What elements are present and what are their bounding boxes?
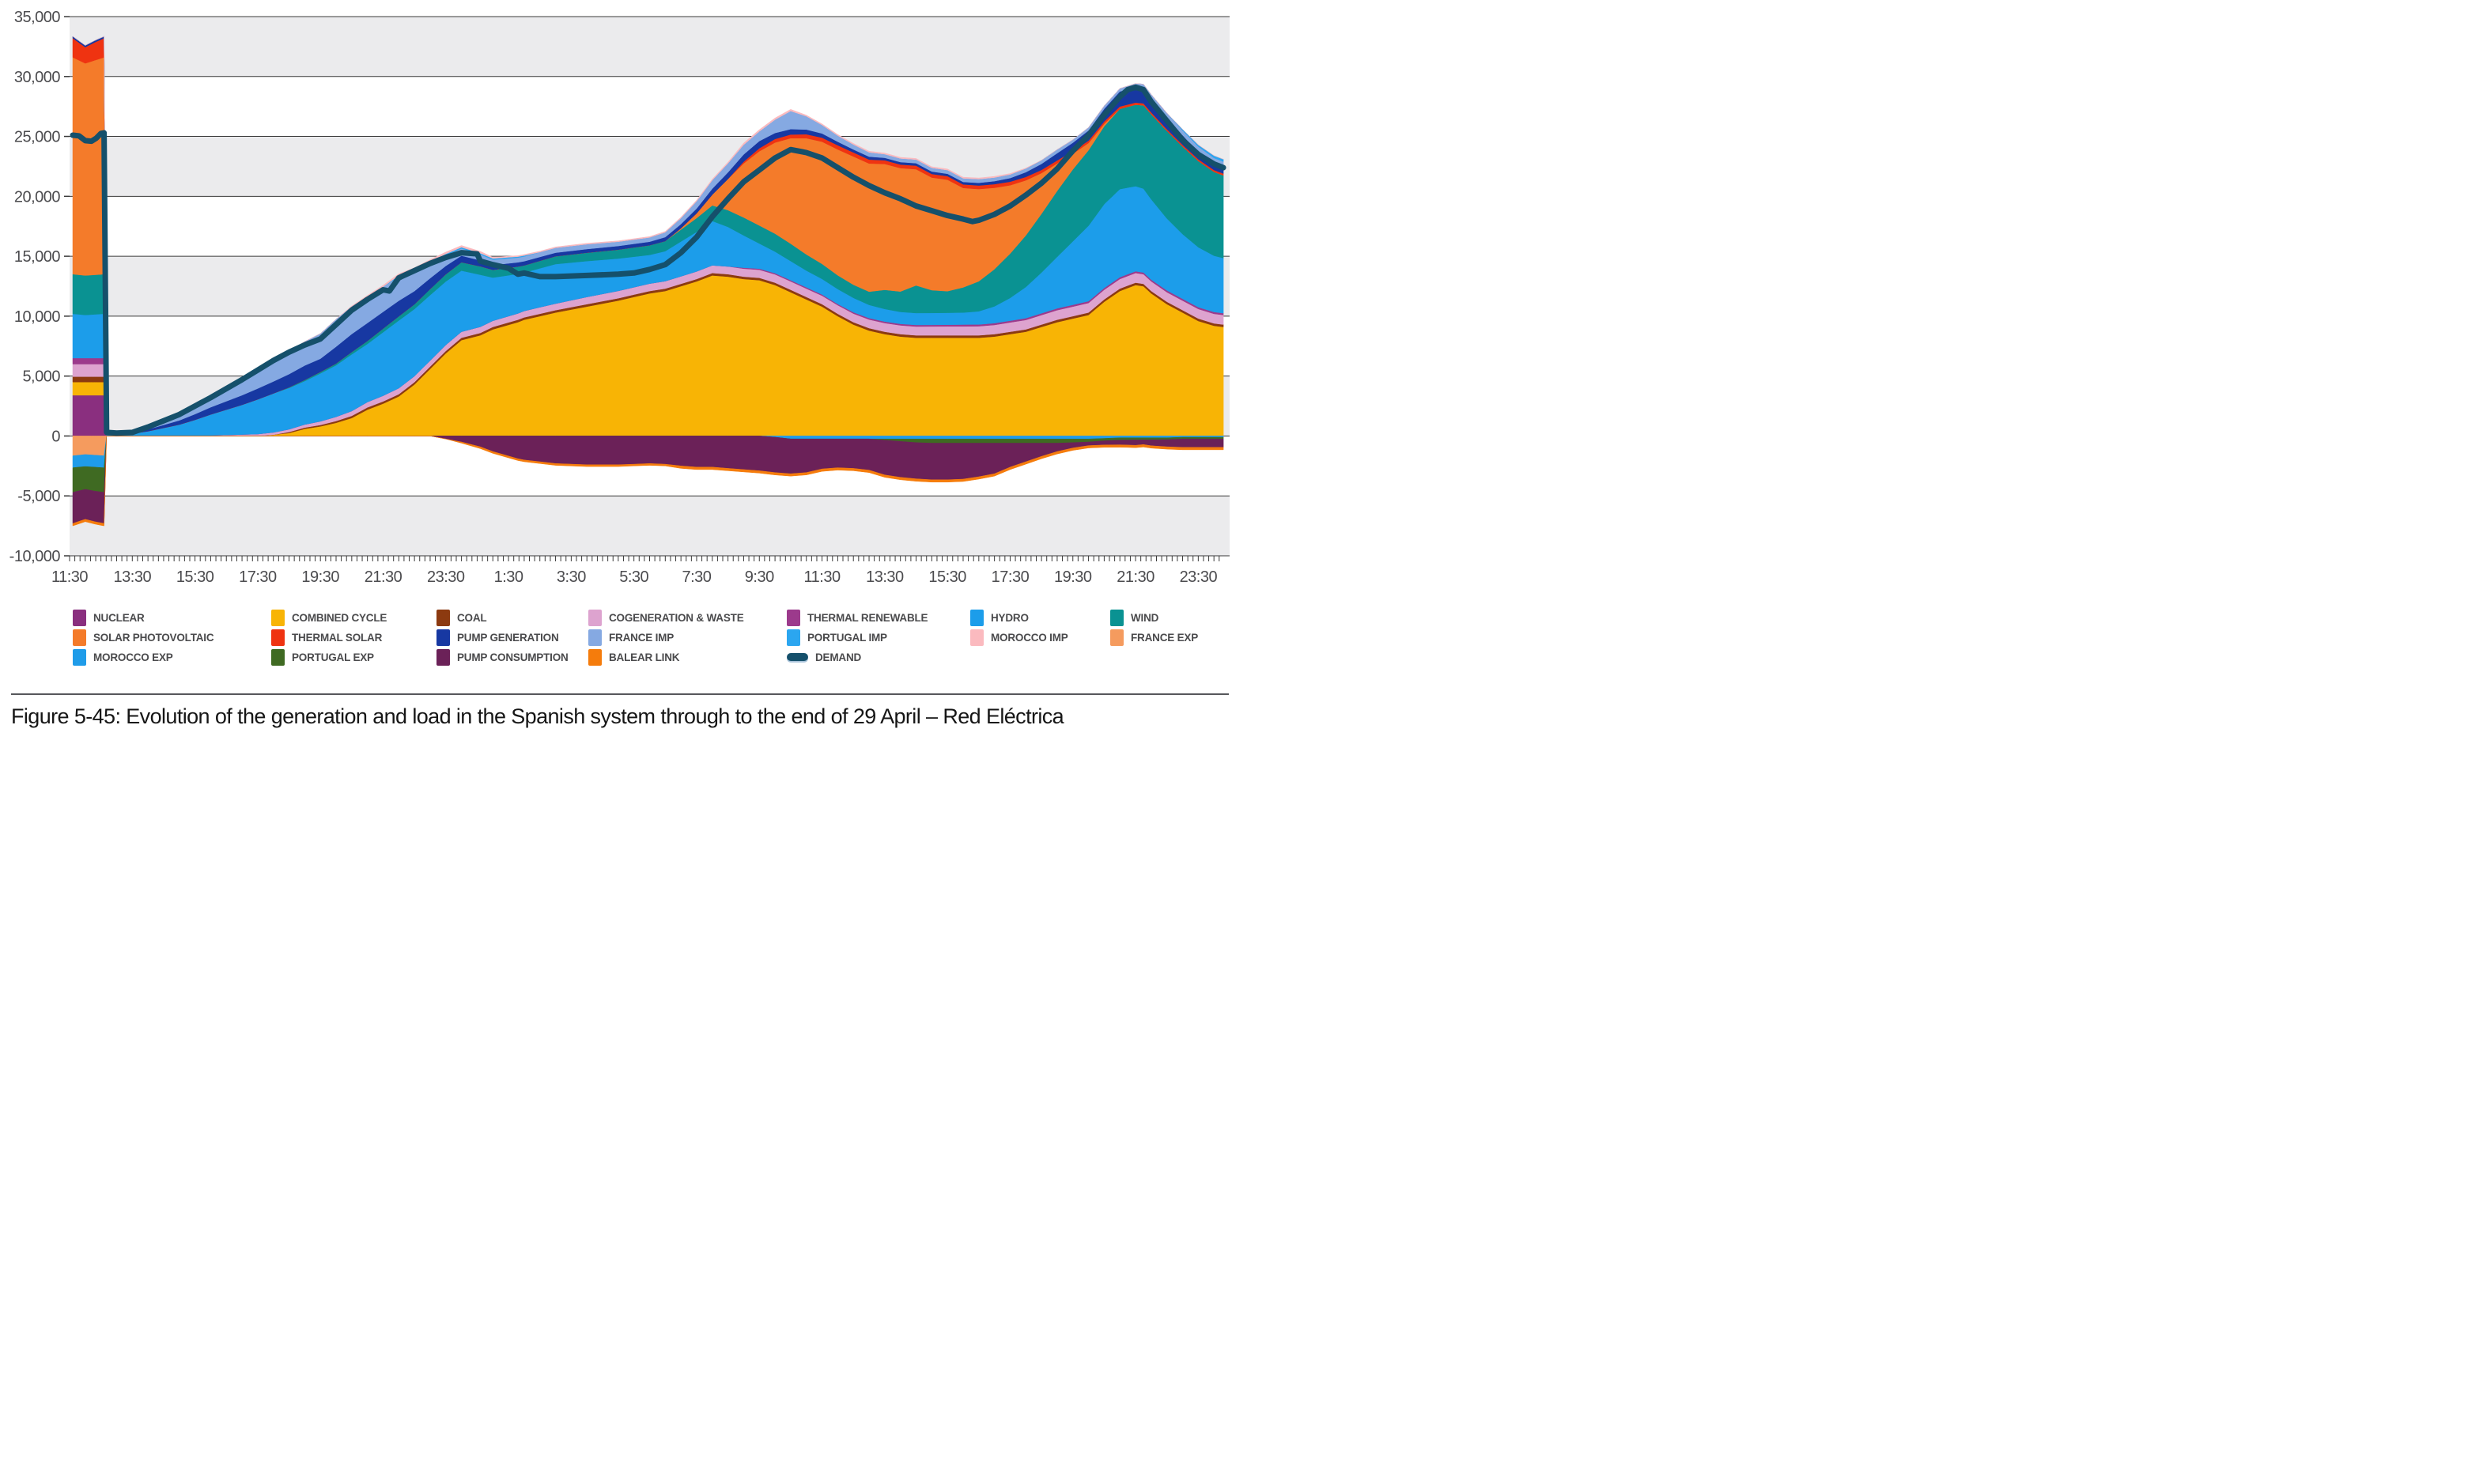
y-axis-label: -5,000 <box>17 488 60 505</box>
x-axis-label: 3:30 <box>557 568 586 586</box>
legend-item-cogeneration-waste: COGENERATION & WASTE <box>588 608 744 627</box>
legend-label: PORTUGAL IMP <box>807 631 887 644</box>
chart-svg: -10,000 -5,000 0 5,000 10,000 15,000 20,000 25,… <box>9 9 1230 586</box>
x-axis-label: 19:30 <box>1054 568 1092 586</box>
legend-item-wind: WIND <box>1110 608 1158 627</box>
legend-item-hydro: HYDRO <box>970 608 1029 627</box>
chart-legend: NUCLEAR COMBINED CYCLE COAL COGENERATION & … <box>0 603 1240 678</box>
legend-label: BALEAR LINK <box>609 651 680 663</box>
series-color-swatch <box>1110 609 1124 626</box>
series-color-swatch <box>271 609 285 626</box>
x-axis-label: 9:30 <box>745 568 774 586</box>
x-axis-label: 5:30 <box>619 568 648 586</box>
y-axis-label: 0 <box>51 428 60 445</box>
legend-item-nuclear: NUCLEAR <box>73 608 145 627</box>
series-color-swatch <box>787 609 800 626</box>
legend-item-portugal-exp: PORTUGAL EXP <box>271 648 374 666</box>
series-color-swatch <box>588 629 602 646</box>
series-color-swatch <box>436 648 450 666</box>
legend-item-thermal-solar: THERMAL SOLAR <box>271 628 382 647</box>
x-axis-label: 17:30 <box>239 568 277 586</box>
series-color-swatch <box>271 648 285 666</box>
legend-item-pump-consumption: PUMP CONSUMPTION <box>436 648 569 666</box>
x-axis-label: 23:30 <box>1180 568 1218 586</box>
legend-item-combined-cycle: COMBINED CYCLE <box>271 608 387 627</box>
figure: -10,000 -5,000 0 5,000 10,000 15,000 20,000 25,… <box>0 0 1240 742</box>
legend-item-portugal-imp: PORTUGAL IMP <box>787 628 887 647</box>
series-color-swatch <box>436 629 450 646</box>
figure-caption: Figure 5-45: Evolution of the generation… <box>11 704 1064 728</box>
legend-label: COMBINED CYCLE <box>292 611 387 624</box>
legend-label: PUMP CONSUMPTION <box>457 651 569 663</box>
x-axis-label: 21:30 <box>1117 568 1154 586</box>
legend-label: THERMAL RENEWABLE <box>807 611 928 624</box>
series-color-swatch <box>271 629 285 646</box>
legend-label: SOLAR PHOTOVOLTAIC <box>93 631 214 644</box>
x-axis-label: 1:30 <box>494 568 523 586</box>
legend-item-solar-photovoltaic: SOLAR PHOTOVOLTAIC <box>73 628 214 647</box>
x-axis-label: 19:30 <box>301 568 339 586</box>
series-color-swatch <box>787 629 800 646</box>
x-axis-label: 13:30 <box>866 568 904 586</box>
legend-label: PORTUGAL EXP <box>292 651 374 663</box>
legend-label: COAL <box>457 611 487 624</box>
legend-item-france-imp: FRANCE IMP <box>588 628 674 647</box>
y-axis-label: 30,000 <box>14 69 61 86</box>
legend-label: MOROCCO EXP <box>93 651 173 663</box>
legend-label: HYDRO <box>991 611 1029 624</box>
series-color-swatch <box>436 609 450 626</box>
y-axis-label: 10,000 <box>14 308 61 326</box>
x-axis-label: 7:30 <box>682 568 712 586</box>
series-color-swatch <box>73 629 86 646</box>
legend-label: PUMP GENERATION <box>457 631 559 644</box>
x-axis-label: 21:30 <box>365 568 402 586</box>
y-axis-label: 35,000 <box>14 9 61 26</box>
plot-band <box>70 17 1230 77</box>
series-color-swatch <box>73 609 86 626</box>
legend-item-morocco-imp: MOROCCO IMP <box>970 628 1068 647</box>
legend-item-thermal-renewable: THERMAL RENEWABLE <box>787 608 928 627</box>
area-series-balear-link <box>72 436 1224 527</box>
x-axis-label: 15:30 <box>176 568 214 586</box>
legend-label: DEMAND <box>815 651 862 663</box>
caption-divider <box>11 693 1229 695</box>
y-axis-label: 15,000 <box>14 248 61 266</box>
legend-label: FRANCE EXP <box>1131 631 1199 644</box>
legend-item-pump-generation: PUMP GENERATION <box>436 628 559 647</box>
x-axis-label: 13:30 <box>114 568 152 586</box>
series-color-swatch <box>970 629 984 646</box>
legend-item-morocco-exp: MOROCCO EXP <box>73 648 173 666</box>
demand-line-swatch <box>787 653 808 661</box>
y-axis-label: -10,000 <box>9 548 61 565</box>
y-axis-label: 20,000 <box>14 188 61 206</box>
legend-item-france-exp: FRANCE EXP <box>1110 628 1198 647</box>
legend-label: WIND <box>1131 611 1159 624</box>
series-color-swatch <box>588 648 602 666</box>
series-color-swatch <box>73 648 86 666</box>
legend-label: NUCLEAR <box>93 611 145 624</box>
x-axis-label: 23:30 <box>427 568 465 586</box>
legend-label: COGENERATION & WASTE <box>609 611 744 624</box>
legend-item-balear-link: BALEAR LINK <box>588 648 679 666</box>
legend-label: FRANCE IMP <box>609 631 674 644</box>
series-color-swatch <box>588 609 602 626</box>
x-axis-label: 17:30 <box>992 568 1030 586</box>
x-axis-label: 11:30 <box>804 568 841 586</box>
legend-label: THERMAL SOLAR <box>292 631 383 644</box>
x-axis-label: 15:30 <box>928 568 966 586</box>
legend-item-demand: DEMAND <box>787 648 861 666</box>
legend-label: MOROCCO IMP <box>991 631 1068 644</box>
x-axis-label: 11:30 <box>51 568 88 586</box>
series-color-swatch <box>1110 629 1124 646</box>
demand-line <box>70 84 1226 436</box>
generation-load-chart: -10,000 -5,000 0 5,000 10,000 15,000 20,000 25,… <box>0 0 1240 601</box>
y-axis-label: 25,000 <box>14 129 61 146</box>
y-axis-label: 5,000 <box>22 368 60 386</box>
legend-item-coal: COAL <box>436 608 487 627</box>
plot-band <box>70 496 1230 556</box>
series-color-swatch <box>970 609 984 626</box>
